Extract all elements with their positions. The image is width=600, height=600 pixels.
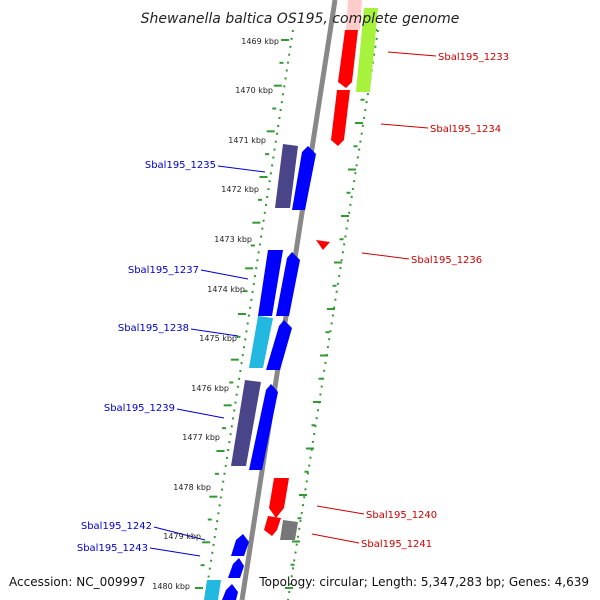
gene-cyan-bottom-glyph[interactable] [204, 580, 221, 600]
leader-sbal195-1238 [190, 328, 239, 337]
leader-sbal195-1242 [153, 526, 206, 541]
gene-sbal195-1233-glyph[interactable] [338, 30, 358, 88]
leader-sbal195-1234 [380, 123, 429, 129]
gene-label-sbal195-1240[interactable]: Sbal195_1240 [366, 510, 437, 521]
gene-label-sbal195-1243[interactable]: Sbal195_1243 [77, 543, 148, 554]
gene-red-small-glyph[interactable] [264, 516, 281, 536]
gene-sbal195-1241-glyph[interactable] [280, 520, 298, 540]
gene-lime-block[interactable] [356, 8, 378, 92]
gene-label-sbal195-1242[interactable]: Sbal195_1242 [81, 521, 152, 532]
gene-sbal195-1234-glyph[interactable] [331, 90, 350, 146]
gene-glyphs [204, 0, 378, 600]
ruler-labels: 1469 kbp 1470 kbp 1471 kbp 1472 kbp 1473… [152, 37, 279, 591]
gene-sbal195-1237-glyph[interactable] [258, 250, 283, 316]
ruler-ticks [195, 39, 289, 589]
track-guides [204, 29, 379, 600]
gene-dark-block-a[interactable] [275, 144, 298, 208]
gene-sbal195-1239-glyph[interactable] [231, 380, 261, 466]
accession-text: Accession: NC_009997 [9, 575, 145, 589]
gene-label-sbal195-1236[interactable]: Sbal195_1236 [411, 255, 482, 266]
gene-label-sbal195-1241[interactable]: Sbal195_1241 [361, 539, 432, 550]
ruler-label: 1473 kbp [214, 235, 252, 244]
gene-label-sbal195-1235[interactable]: Sbal195_1235 [145, 160, 216, 171]
forward-gene-labels: Sbal195_1235 Sbal195_1237 Sbal195_1238 S… [77, 160, 216, 554]
leader-sbal195-1239 [176, 408, 225, 419]
ruler-label: 1478 kbp [173, 483, 211, 492]
gene-sbal195-1240-glyph[interactable] [269, 478, 289, 518]
ruler-label: 1479 kbp [163, 532, 201, 541]
leader-sbal195-1237 [200, 269, 249, 280]
ruler-label: 1476 kbp [191, 384, 229, 393]
leader-sbal195-1235 [217, 165, 266, 173]
map-title: Shewanella baltica OS195, complete genom… [141, 11, 460, 27]
ruler-label: 1477 kbp [182, 433, 220, 442]
gene-blue-pair-1237b[interactable] [276, 252, 300, 316]
gene-sbal195-1242-glyph[interactable] [231, 534, 249, 556]
gene-sbal195-1238-glyph[interactable] [249, 316, 273, 368]
gene-blue-bottom-glyph[interactable] [222, 584, 238, 600]
gene-sbal195-1243-glyph[interactable] [228, 558, 244, 578]
gene-sbal195-1236-glyph[interactable] [316, 240, 330, 250]
gene-label-sbal195-1238[interactable]: Sbal195_1238 [118, 323, 189, 334]
leader-sbal195-1236 [361, 252, 410, 260]
outer-right-dotted-guide [287, 29, 379, 600]
leader-sbal195-1233 [387, 51, 437, 57]
leader-sbal195-1240 [316, 505, 365, 515]
reverse-gene-labels: Sbal195_1233 Sbal195_1234 Sbal195_1236 S… [361, 52, 509, 550]
leader-sbal195-1243 [149, 547, 201, 557]
gene-label-sbal195-1237[interactable]: Sbal195_1237 [128, 265, 199, 276]
leader-sbal195-1241 [311, 533, 360, 544]
outer-left-dotted-guide [204, 29, 294, 600]
gene-blue-pair-1239b[interactable] [249, 384, 278, 470]
ruler-label: 1472 kbp [221, 185, 259, 194]
gene-label-sbal195-1234[interactable]: Sbal195_1234 [430, 124, 501, 135]
ruler-label: 1475 kbp [199, 334, 237, 343]
gene-pink-block[interactable] [346, 0, 362, 30]
gene-label-sbal195-1233[interactable]: Sbal195_1233 [438, 52, 509, 63]
ruler-label: 1474 kbp [207, 285, 245, 294]
gene-leader-lines [149, 51, 437, 557]
gene-label-sbal195-1239[interactable]: Sbal195_1239 [104, 403, 175, 414]
gene-blue-pair-1238b[interactable] [266, 320, 292, 370]
ruler-label: 1480 kbp [152, 582, 190, 591]
gene-sbal195-1235-glyph[interactable] [292, 146, 316, 210]
topology-text: Topology: circular; Length: 5,347,283 bp… [258, 575, 589, 589]
ruler-label: 1470 kbp [235, 86, 273, 95]
ruler-ticks-right [285, 29, 377, 589]
ruler-label: 1471 kbp [228, 136, 266, 145]
ruler-label: 1469 kbp [241, 37, 279, 46]
